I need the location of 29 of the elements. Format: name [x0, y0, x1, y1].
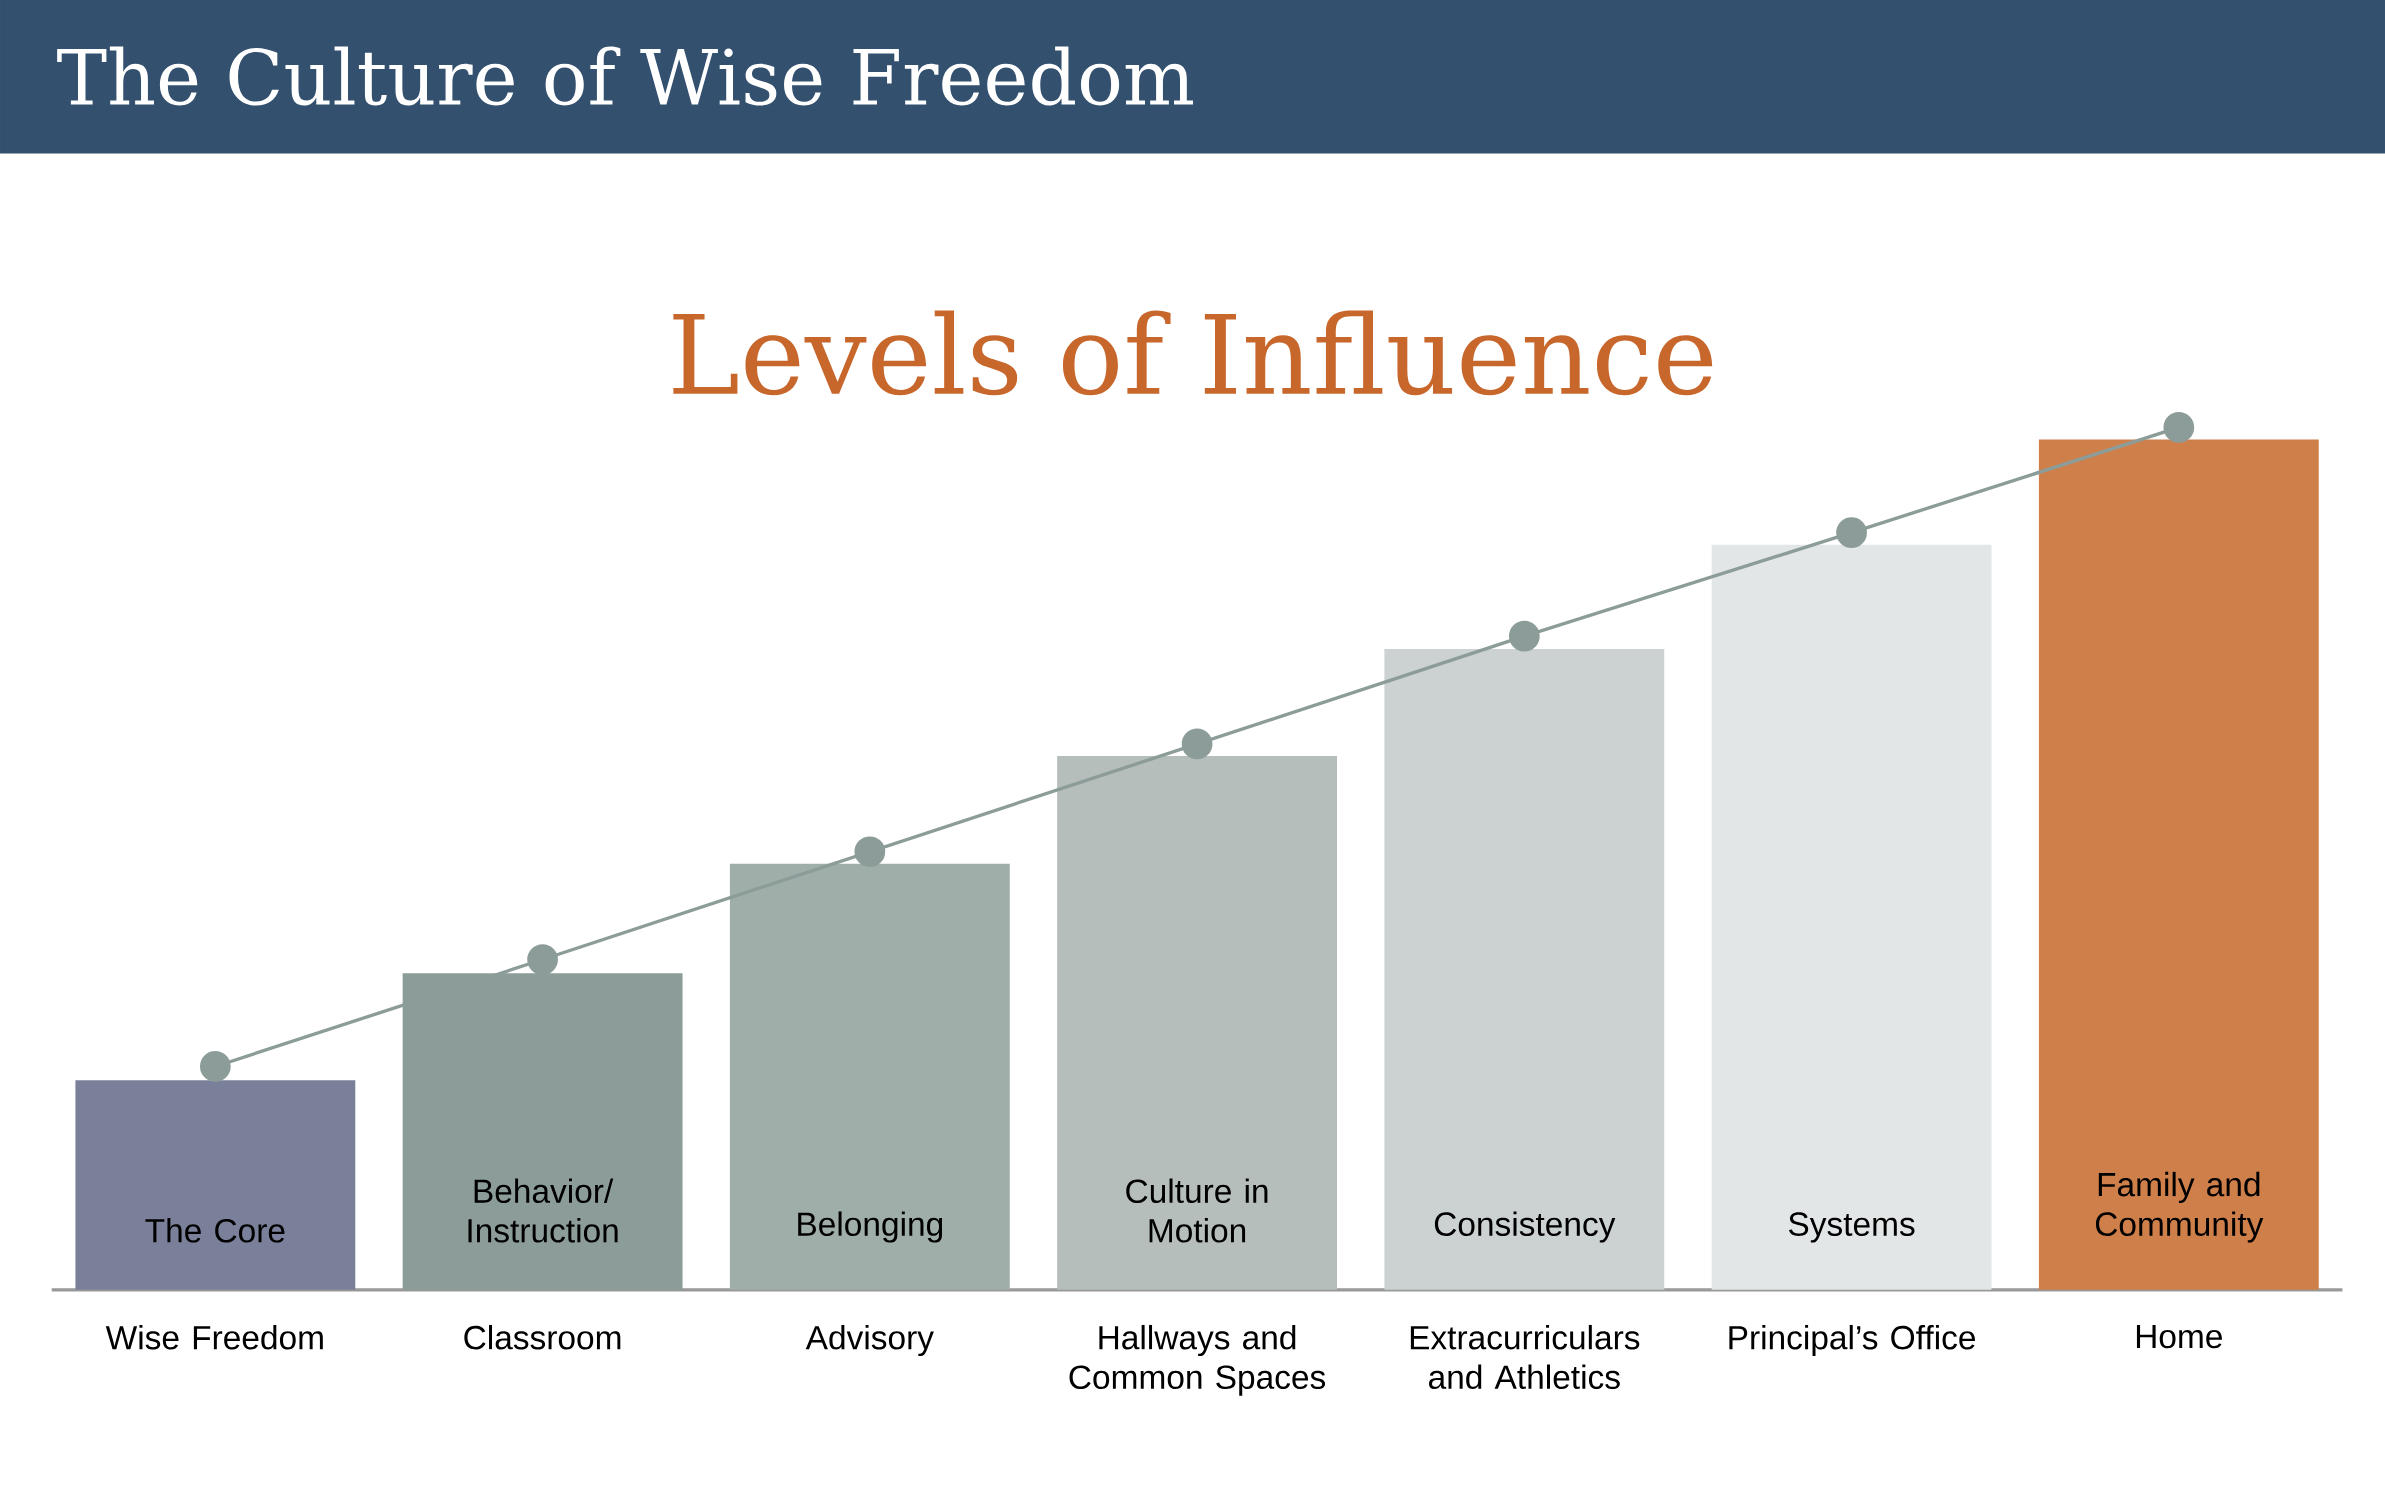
- bar: [729, 863, 1010, 1291]
- point: [1181, 728, 1213, 760]
- x-tick-label: Hallways and Common Spaces: [1069, 1325, 1326, 1396]
- point: [2163, 412, 2195, 443]
- annotation: Family and Community: [2095, 1172, 2264, 1243]
- bar: [2038, 439, 2319, 1291]
- point: [854, 836, 886, 868]
- annotation: Culture in Motion: [1126, 1178, 1268, 1243]
- x-tick-label: Wise Freedom: [105, 1325, 323, 1350]
- point: [527, 944, 558, 976]
- bar: [1711, 544, 1992, 1291]
- bar: [1384, 649, 1665, 1291]
- bar: [1057, 756, 1338, 1291]
- point: [199, 1051, 231, 1083]
- x-tick-label: Home: [2136, 1325, 2222, 1349]
- chart-title: The Culture of Wise Freedom: [57, 46, 1193, 106]
- x-tick-label: Principal’s Office: [1729, 1325, 1975, 1357]
- x-tick-label: Classroom: [464, 1325, 621, 1350]
- chart-subtitle: Levels of Influence: [673, 310, 1713, 396]
- annotation: The Core: [145, 1218, 285, 1243]
- point: [1508, 620, 1540, 652]
- annotation: Systems: [1788, 1212, 1915, 1243]
- point: [1836, 517, 1867, 549]
- x-tick-label: Advisory: [805, 1325, 934, 1357]
- annotation: Belonging: [798, 1211, 943, 1243]
- annotation: Behavior/ Instruction: [468, 1178, 618, 1243]
- annotation: Consistency: [1434, 1211, 1616, 1243]
- bar: [75, 1080, 356, 1291]
- x-tick-label: Extracurriculars and Athletics: [1410, 1325, 1640, 1390]
